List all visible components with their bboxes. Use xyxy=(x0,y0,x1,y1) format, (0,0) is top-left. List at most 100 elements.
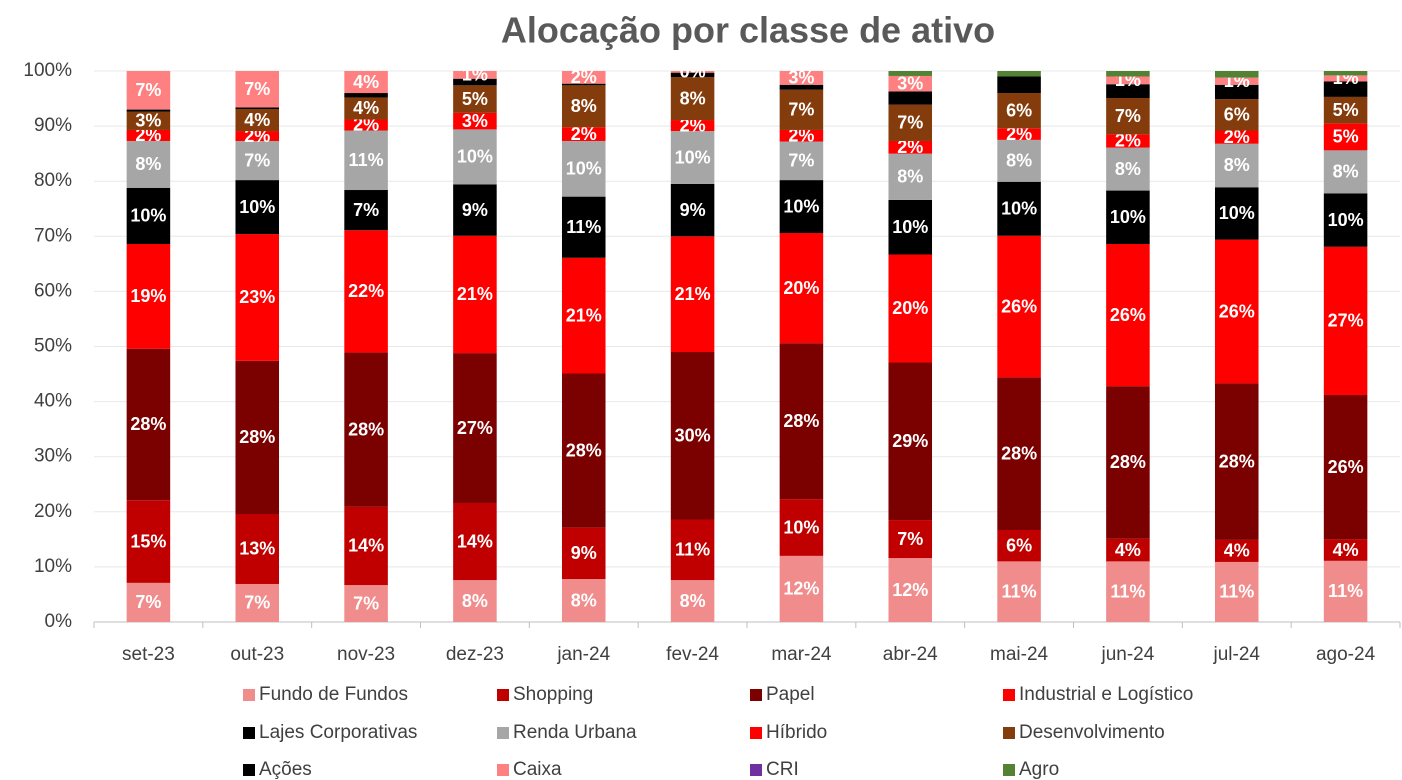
bar-segment xyxy=(1323,96,1368,124)
data-label: 28% xyxy=(1001,443,1037,463)
data-label: 1% xyxy=(462,65,488,85)
legend-label: CRI xyxy=(766,759,799,780)
data-label: 28% xyxy=(566,440,602,460)
bar-segment xyxy=(779,555,824,622)
data-label: 2% xyxy=(353,115,379,135)
bar-segment xyxy=(453,580,497,622)
bar-segment xyxy=(670,352,715,520)
data-label: 12% xyxy=(783,579,819,599)
bar-segment xyxy=(670,131,715,184)
data-label: 27% xyxy=(1328,311,1364,331)
legend-swatch xyxy=(243,689,255,701)
bar-segment xyxy=(670,519,715,581)
bar-segment xyxy=(888,153,933,200)
legend-swatch xyxy=(243,727,255,739)
data-label: 7% xyxy=(353,593,379,613)
bar-segment xyxy=(997,76,1041,94)
data-label: 22% xyxy=(348,281,384,301)
x-tick-label: jul-24 xyxy=(1213,644,1261,665)
data-label: 10% xyxy=(1219,203,1255,223)
data-label: 6% xyxy=(1224,105,1250,125)
x-tick-label: jan-24 xyxy=(556,644,610,665)
bar-segment xyxy=(126,244,171,349)
bar-segment xyxy=(561,579,606,622)
legend-label: Caixa xyxy=(513,759,562,780)
legend-label: Agro xyxy=(1019,759,1059,780)
legend-label: Industrial e Logístico xyxy=(1019,684,1193,705)
data-label: 23% xyxy=(239,287,275,307)
data-label: 8% xyxy=(462,591,488,611)
data-label: 10% xyxy=(1110,207,1146,227)
data-label: 11% xyxy=(349,150,384,170)
legend-label: Fundo de Fundos xyxy=(259,684,408,705)
legend-swatch xyxy=(497,689,509,701)
data-label: 7% xyxy=(244,150,270,170)
data-label: 7% xyxy=(788,151,814,171)
x-tick-label: out-23 xyxy=(230,644,284,665)
data-label: 8% xyxy=(1006,151,1032,171)
data-label: 8% xyxy=(135,154,161,174)
data-label: 14% xyxy=(457,531,493,551)
data-label: 21% xyxy=(566,305,602,325)
bar-segment xyxy=(1214,187,1259,240)
data-label: 7% xyxy=(1115,106,1141,126)
data-label: 28% xyxy=(1219,451,1255,471)
bar-segment xyxy=(1214,539,1259,562)
bar-segment xyxy=(1106,244,1150,387)
bar-segment xyxy=(126,500,171,583)
bar-segment xyxy=(997,529,1041,562)
data-label: 7% xyxy=(135,80,161,100)
y-tick-label: 90% xyxy=(34,115,72,136)
bar-segment xyxy=(1106,84,1150,98)
data-label: 2% xyxy=(571,67,597,87)
bar-segment xyxy=(1323,71,1368,76)
data-label: 7% xyxy=(135,592,161,612)
bar-segment xyxy=(126,187,171,245)
bar-segment xyxy=(453,112,497,130)
data-label: 10% xyxy=(783,196,819,216)
bar-segment xyxy=(235,514,280,584)
bar-segment xyxy=(779,89,824,130)
data-label: 28% xyxy=(239,427,275,447)
x-tick-label: mai-24 xyxy=(990,644,1049,665)
legend-swatch xyxy=(1003,764,1015,776)
bar-segment xyxy=(670,183,715,237)
bar-segment xyxy=(344,506,388,586)
data-label: 7% xyxy=(788,100,814,120)
bar-segment xyxy=(235,180,280,235)
bar-segment xyxy=(1214,71,1259,78)
bar-segment xyxy=(888,104,933,141)
y-tick-label: 10% xyxy=(34,556,72,577)
data-label: 20% xyxy=(783,278,819,298)
legend-label: Híbrido xyxy=(766,722,827,743)
bar-segment xyxy=(997,235,1041,378)
bar-segment xyxy=(1323,560,1368,622)
data-label: 3% xyxy=(897,73,923,93)
data-label: 28% xyxy=(783,411,819,431)
y-tick-label: 20% xyxy=(34,501,72,522)
x-tick-label: dez-23 xyxy=(446,644,504,665)
legend-label: Shopping xyxy=(513,684,593,705)
bar-segment xyxy=(670,71,715,73)
data-label: 2% xyxy=(897,137,923,157)
data-label: 26% xyxy=(1110,305,1146,325)
data-label: 4% xyxy=(353,98,379,118)
data-label: 30% xyxy=(675,426,711,446)
data-label: 7% xyxy=(244,593,270,613)
legend-label: Renda Urbana xyxy=(513,722,637,743)
data-label: 8% xyxy=(571,96,597,116)
bar-segment xyxy=(1323,123,1368,151)
data-label: 10% xyxy=(1001,199,1037,219)
data-label: 9% xyxy=(462,200,488,220)
data-label: 28% xyxy=(348,419,384,439)
data-label: 28% xyxy=(1110,452,1146,472)
bar-segment xyxy=(235,131,280,141)
data-label: 3% xyxy=(788,68,814,88)
bar-segment xyxy=(997,181,1041,236)
bar-segment xyxy=(1106,97,1150,135)
bar-segment xyxy=(561,85,606,128)
data-label: 2% xyxy=(1224,127,1250,147)
legend-swatch xyxy=(497,764,509,776)
bar-segment xyxy=(561,196,606,258)
bar-segment xyxy=(888,254,933,363)
